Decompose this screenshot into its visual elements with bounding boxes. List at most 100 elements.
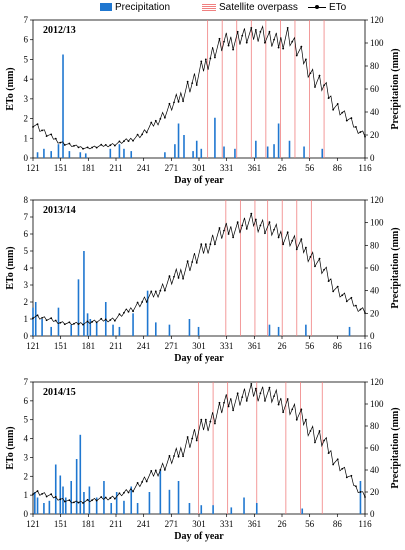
eto-point	[318, 257, 321, 260]
right-tick-label: 100	[370, 218, 384, 228]
eto-point	[277, 236, 280, 239]
eto-point	[345, 476, 348, 479]
eto-point	[314, 441, 316, 444]
eto-point	[191, 82, 194, 84]
eto-point	[227, 233, 230, 235]
eto-point	[259, 224, 262, 227]
eto-point	[127, 310, 130, 313]
eto-point	[77, 501, 80, 504]
precipitation-bar	[277, 326, 280, 336]
precipitation-bar	[57, 307, 60, 336]
eto-point	[104, 496, 107, 499]
precipitation-bar	[77, 279, 80, 336]
eto-point	[291, 408, 294, 411]
eto-point	[127, 491, 130, 494]
x-tick-label: 301	[192, 519, 206, 529]
eto-point	[63, 144, 66, 146]
eto-point	[291, 239, 294, 242]
eto-point	[150, 469, 153, 472]
eto-point	[314, 265, 316, 268]
precipitation-bar	[273, 144, 275, 158]
precipitation-bar	[266, 146, 269, 158]
eto-point	[204, 418, 207, 421]
eto-point	[168, 455, 171, 457]
eto-point	[355, 126, 357, 128]
precipitation-bar	[50, 326, 52, 336]
x-tick-label: 116	[358, 341, 372, 351]
eto-point	[191, 437, 194, 440]
eto-point	[236, 221, 239, 224]
left-tick-label: 0	[24, 331, 29, 341]
precipitation-bar	[164, 152, 166, 158]
eto-point	[359, 308, 362, 311]
eto-point	[304, 418, 307, 421]
eto-point	[327, 452, 330, 454]
eto-point	[232, 409, 235, 412]
eto-point	[41, 129, 43, 132]
left-tick-label: 6	[24, 396, 29, 406]
eto-point	[259, 30, 262, 33]
eto-point	[268, 386, 271, 389]
eto-point	[36, 490, 39, 492]
x-tick-label: 121	[26, 341, 40, 351]
eto-point	[318, 430, 321, 432]
precipitation-bar	[268, 324, 271, 336]
eto-point	[264, 399, 266, 402]
precipitation-bar	[41, 319, 43, 336]
precipitation-bar	[188, 319, 191, 336]
eto-point	[173, 101, 175, 104]
eto-point	[182, 277, 184, 280]
eto-point	[186, 80, 189, 83]
eto-point	[355, 304, 357, 307]
eto-point	[59, 141, 62, 144]
eto-point	[236, 392, 239, 395]
eto-point	[259, 392, 262, 395]
left-axis-label: ETo (mm)	[5, 426, 16, 469]
precipitation-bar	[70, 324, 73, 336]
precipitation-bar	[214, 117, 216, 158]
eto-point	[86, 320, 89, 323]
left-tick-label: 6	[24, 35, 29, 45]
eto-point	[73, 501, 75, 504]
x-tick-label: 361	[248, 519, 262, 529]
eto-point	[304, 246, 307, 249]
left-tick-label: 7	[24, 377, 29, 387]
right-tick-label: 0	[370, 153, 375, 163]
right-axis-label: Precipitation (mm)	[390, 48, 401, 129]
eto-point	[109, 497, 112, 499]
eto-point	[173, 455, 175, 457]
x-tick-label: 331	[220, 341, 234, 351]
precipitation-bar	[305, 324, 307, 336]
eto-point	[341, 294, 344, 297]
eto-point	[32, 126, 34, 128]
left-tick-label: 1	[24, 133, 29, 143]
precipitation-bar	[148, 492, 151, 514]
eto-point	[204, 243, 207, 246]
precipitation-bar	[159, 470, 162, 514]
eto-point	[250, 212, 253, 215]
eto-point	[214, 243, 216, 246]
eto-point	[341, 467, 344, 470]
eto-point	[41, 316, 43, 319]
x-tick-label: 211	[109, 163, 122, 173]
eto-point	[113, 319, 116, 322]
precipitation-bar	[168, 489, 171, 514]
eto-point	[127, 140, 130, 143]
eto-point	[45, 319, 48, 322]
eto-point	[104, 143, 107, 146]
x-tick-label: 121	[26, 163, 40, 173]
precipitation-bar	[89, 319, 92, 336]
x-tick-label: 241	[137, 519, 151, 529]
eto-point	[32, 493, 34, 496]
eto-point	[264, 232, 266, 235]
precipitation-bar	[188, 503, 191, 514]
eto-point	[141, 301, 144, 303]
eto-point	[332, 108, 335, 111]
precipitation-bar	[59, 475, 62, 514]
precipitation-bar	[123, 500, 125, 514]
right-tick-label: 120	[370, 195, 384, 205]
precipitation-bar	[174, 144, 176, 158]
eto-point	[77, 323, 80, 326]
precipitation-bar	[130, 151, 133, 158]
eto-point	[250, 382, 253, 385]
